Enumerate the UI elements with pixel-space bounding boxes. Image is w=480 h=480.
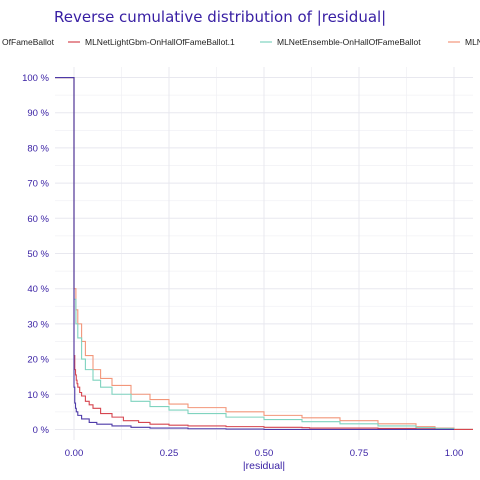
legend: OfFameBallot MLNetLightGbm-OnHallOfFameBa… [2,37,480,47]
y-tick-label: 50 % [27,249,49,260]
legend-label-0: OfFameBallot [2,37,55,47]
chart-title: Reverse cumulative distribution of |resi… [54,8,386,26]
y-tick-label: 20 % [27,355,49,366]
x-axis-ticks: 0.00 0.25 0.50 0.75 1.00 [65,448,464,459]
y-tick-label: 80 % [27,143,49,154]
legend-label-2: MLNetEnsemble-OnHallOfFameBallot [277,37,421,47]
legend-label-3: MLNe [465,37,480,47]
series-layer [55,77,473,430]
y-tick-label: 90 % [27,108,49,119]
y-axis-ticks: 0 % 10 % 20 % 30 % 40 % 50 % 60 % 70 % 80 % 90 % 1… [22,73,49,436]
series-line-3 [55,77,473,430]
y-tick-label: 10 % [27,390,49,401]
y-tick-label: 40 % [27,284,49,295]
legend-label-1: MLNetLightGbm-OnHallOfFameBallot.1 [85,37,235,47]
y-tick-label: 70 % [27,179,49,190]
x-tick-label: 1.00 [445,448,464,459]
y-tick-label: 100 % [22,73,49,84]
x-tick-label: 0.25 [160,448,179,459]
grid [55,67,473,440]
x-tick-label: 0.75 [350,448,369,459]
series-line-2 [55,77,473,430]
x-axis-label: |residual| [243,460,285,472]
y-tick-label: 0 % [33,425,50,436]
y-tick-label: 60 % [27,214,49,225]
series-line-1 [55,77,473,430]
series-line-0 [55,77,454,430]
x-tick-label: 0.50 [255,448,274,459]
y-tick-label: 30 % [27,319,49,330]
x-tick-label: 0.00 [65,448,84,459]
